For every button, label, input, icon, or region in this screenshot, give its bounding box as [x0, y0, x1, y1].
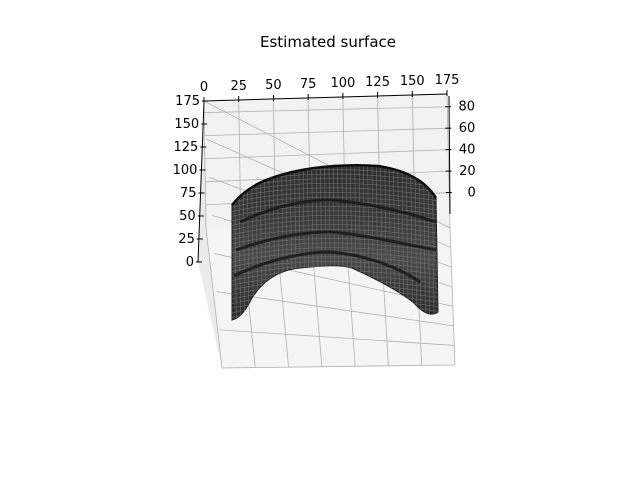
z-gridline-back [204, 149, 450, 160]
y-gridline-floor [219, 329, 455, 346]
mesh-line-horizontal [232, 187, 438, 199]
z-gridline-back [204, 127, 450, 137]
mesh-line-horizontal [232, 228, 438, 241]
x-tick-label: 0 [200, 80, 208, 95]
mesh-line-horizontal [232, 196, 438, 209]
x-gridline-back [203, 100, 207, 229]
mesh-line-horizontal [232, 256, 438, 268]
mesh-line-vertical [418, 165, 422, 320]
y-tick-label: 100 [173, 163, 198, 178]
mesh-line-horizontal [232, 233, 438, 245]
mesh-line-horizontal [232, 201, 438, 213]
chart-title: Estimated surface [260, 33, 396, 51]
mesh-line-vertical [423, 165, 426, 320]
x-axis-line [203, 93, 448, 102]
mesh-line-vertical [410, 165, 413, 320]
mesh-line-horizontal [232, 224, 438, 236]
y-gridline-floor [221, 364, 456, 369]
mesh-line-horizontal [232, 242, 438, 255]
z-axis-line [448, 95, 451, 215]
y-tick-label: 125 [173, 140, 198, 155]
z-tick-label: 60 [459, 121, 476, 136]
mesh-line-horizontal [232, 192, 438, 204]
mesh-line-horizontal [232, 247, 438, 259]
mesh-line-horizontal [232, 215, 438, 227]
x-gridline-floor [205, 227, 223, 369]
x-gridline-floor [449, 227, 456, 366]
left-pane [198, 101, 222, 368]
mesh-line-horizontal [232, 219, 438, 232]
z-tick-label: 40 [459, 143, 476, 158]
mesh-line-vertical [414, 165, 418, 320]
mesh-line-horizontal [232, 182, 438, 195]
axis-ticks: 0 25 50 75 100 125 150 175025507510012515017502… [173, 73, 476, 270]
y-tick-label: 25 [178, 232, 195, 247]
z-tick-label: 80 [459, 100, 476, 115]
x-tick-label: 75 [300, 77, 317, 92]
x-tick-label: 100 [330, 76, 355, 91]
x-tick-label: 125 [365, 75, 390, 90]
y-tick-label: 150 [174, 117, 199, 132]
x-tick-label: 25 [230, 79, 247, 94]
y-tick-label: 75 [180, 186, 197, 201]
mesh-line-horizontal [232, 205, 438, 218]
y-gridline-floor [216, 291, 454, 327]
x-tick-label: 150 [400, 74, 425, 89]
y-tick-label: 0 [186, 255, 194, 270]
y-tick-label: 175 [175, 94, 200, 109]
y-tick-label: 50 [179, 209, 196, 224]
z-tick-label: 0 [468, 186, 476, 201]
z-tick-label: 20 [459, 164, 476, 179]
x-tick-label: 175 [435, 73, 460, 88]
z-gridline-back [204, 106, 450, 113]
x-tick-label: 50 [265, 78, 282, 93]
y-axis-line [197, 100, 205, 263]
